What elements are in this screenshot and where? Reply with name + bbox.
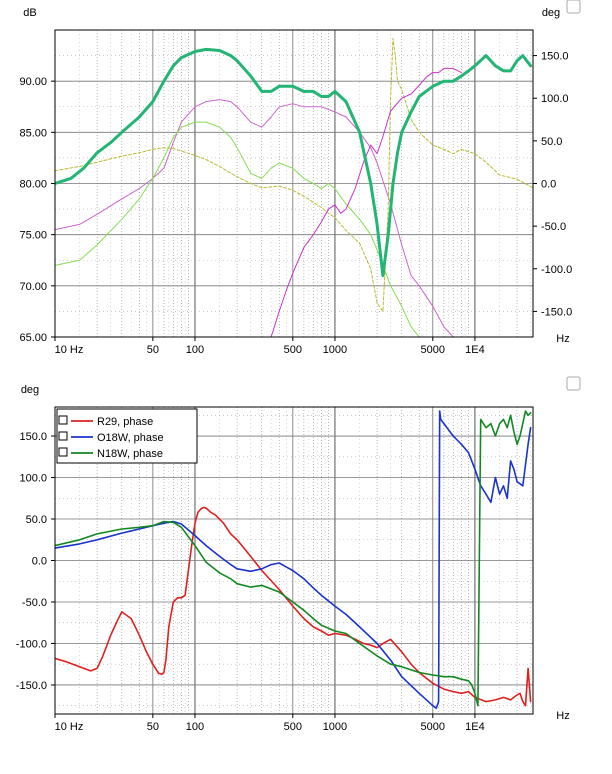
y-tick-label: -100.0 (16, 638, 47, 650)
x-tick-label: 500 (284, 721, 302, 733)
y2-axis-unit: deg (542, 7, 560, 19)
x-tick-label: 5000 (421, 344, 445, 356)
legend-checkbox (58, 431, 68, 441)
series-line-trace-1 (55, 99, 454, 337)
chart-magnitude-phase: 10 Hz 50 100 500 1000 5000 1E4 Hz 65.00 70.00 75.0… (19, 0, 581, 356)
series-line-trace-3 (55, 38, 533, 312)
x-tick-label: 100 (186, 344, 204, 356)
x-tick-label: 1E4 (465, 721, 485, 733)
legend-entry: O18W, phase (97, 432, 164, 444)
x-tick-label: 50 (147, 721, 159, 733)
y-tick-label: 0.0 (32, 556, 47, 568)
y-tick-label: 70.00 (19, 281, 47, 293)
x-tick-label: 1000 (323, 721, 347, 733)
series-group (55, 38, 533, 337)
y-tick-label: 85.00 (19, 127, 47, 139)
series-line-r29-phase (55, 506, 532, 707)
y2-tick-label: -100.0 (541, 264, 572, 276)
x-axis-unit: Hz (556, 710, 569, 722)
legend-box (56, 408, 198, 464)
series-line-o18w-phase (55, 410, 532, 709)
x-tick-label: 100 (186, 721, 204, 733)
y-tick-label: 80.00 (19, 179, 47, 191)
x-tick-label: 1E4 (465, 344, 485, 356)
y-axis-unit: dB (23, 7, 36, 19)
y-tick-label: 150.0 (19, 431, 47, 443)
x-tick-label: 10 Hz (55, 721, 84, 733)
y2-tick-label: -50.0 (541, 221, 566, 233)
panel-checkbox (566, 0, 581, 14)
legend-checkbox (58, 447, 68, 457)
chart-phase-comparison: 10 Hz 50 100 500 1000 5000 1E4 Hz -150.0 -100.0 -5… (16, 376, 581, 733)
y2-tick-label: -150.0 (541, 306, 572, 318)
x-tick-label: 50 (147, 344, 159, 356)
y-tick-label: 100.0 (19, 473, 47, 485)
series-line-trace-2 (55, 121, 420, 337)
y2-tick-label: 100.0 (541, 93, 569, 105)
x-tick-label: 1000 (323, 344, 347, 356)
y-axis-unit: deg (21, 384, 39, 396)
y2-tick-label: 50.0 (541, 136, 562, 148)
x-tick-label: 500 (284, 344, 302, 356)
legend-entry: R29, phase (97, 416, 153, 428)
x-tick-label: 5000 (421, 721, 445, 733)
series-line-trace-0 (55, 47, 533, 278)
y2-tick-label: 150.0 (541, 51, 569, 63)
legend-entry: N18W, phase (97, 448, 163, 460)
x-tick-label: 10 Hz (55, 344, 84, 356)
y2-tick-label: 0.0 (541, 179, 556, 191)
y-tick-label: 75.00 (19, 230, 47, 242)
y-tick-label: -150.0 (16, 680, 47, 692)
y-tick-label: 65.00 (19, 332, 47, 344)
series-line-trace-4 (270, 67, 462, 337)
series-line-n18w-phase (55, 410, 532, 707)
legend-checkbox (58, 415, 68, 425)
y-tick-label: 90.00 (19, 76, 47, 88)
x-axis-unit: Hz (556, 333, 569, 345)
y-tick-label: 50.0 (26, 514, 47, 526)
series-group (55, 410, 532, 709)
y-tick-label: -50.0 (22, 597, 47, 609)
legend: R29, phase O18W, phase N18W, phase (56, 408, 198, 464)
panel-checkbox (566, 376, 581, 391)
